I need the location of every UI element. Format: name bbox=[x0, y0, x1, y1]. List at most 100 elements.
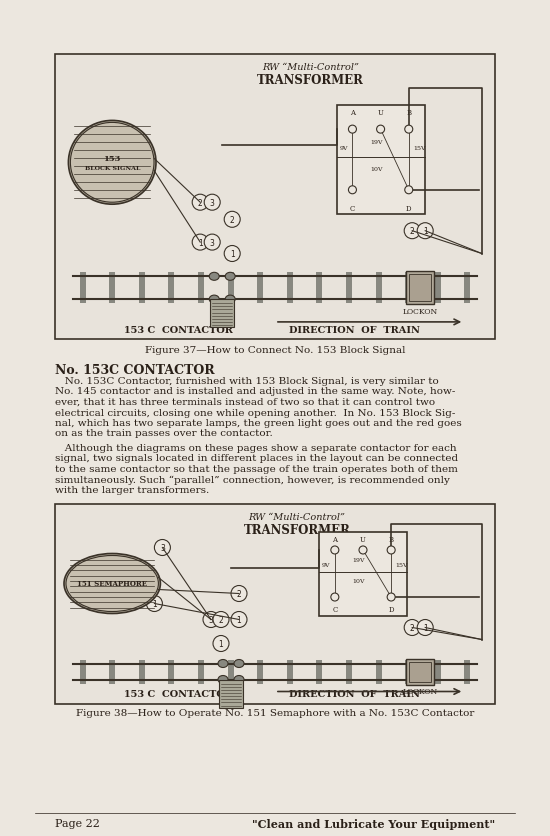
Bar bbox=[435, 273, 441, 303]
Text: 2: 2 bbox=[198, 198, 202, 207]
Bar bbox=[406, 659, 434, 685]
Bar bbox=[109, 273, 115, 303]
Text: 1: 1 bbox=[236, 615, 241, 624]
Circle shape bbox=[349, 186, 356, 195]
Bar bbox=[435, 660, 441, 684]
Text: U: U bbox=[378, 110, 383, 117]
Circle shape bbox=[204, 195, 220, 211]
Text: D: D bbox=[406, 204, 411, 212]
Bar bbox=[168, 660, 174, 684]
Text: simultaneously. Such “parallel” connection, however, is recommended only: simultaneously. Such “parallel” connecti… bbox=[55, 475, 450, 484]
Text: electrical circuits, closing one while opening another.  In No. 153 Block Sig-: electrical circuits, closing one while o… bbox=[55, 408, 455, 417]
Text: RW “Multi-Control”: RW “Multi-Control” bbox=[249, 512, 345, 521]
Text: B: B bbox=[406, 110, 411, 117]
Text: 153: 153 bbox=[103, 155, 121, 163]
Bar bbox=[257, 273, 263, 303]
Bar bbox=[139, 273, 145, 303]
Text: 19V: 19V bbox=[370, 140, 383, 145]
Text: C: C bbox=[332, 606, 338, 614]
Text: 2: 2 bbox=[236, 589, 241, 599]
Text: 3: 3 bbox=[210, 238, 215, 247]
Circle shape bbox=[417, 619, 433, 635]
Bar bbox=[228, 273, 234, 303]
Text: No. 153C CONTACTOR: No. 153C CONTACTOR bbox=[55, 364, 215, 376]
Circle shape bbox=[387, 547, 395, 554]
Bar bbox=[406, 272, 434, 305]
Text: 10V: 10V bbox=[353, 579, 365, 584]
Text: 1: 1 bbox=[152, 599, 157, 609]
Bar bbox=[80, 273, 86, 303]
Text: to the same contactor so that the passage of the train operates both of them: to the same contactor so that the passag… bbox=[55, 465, 458, 473]
Text: 3: 3 bbox=[160, 543, 165, 553]
Ellipse shape bbox=[209, 273, 219, 281]
Text: "Clean and Lubricate Your Equipment": "Clean and Lubricate Your Equipment" bbox=[252, 818, 495, 829]
Text: 1: 1 bbox=[423, 227, 427, 236]
Bar bbox=[405, 273, 411, 303]
Circle shape bbox=[224, 247, 240, 263]
Circle shape bbox=[359, 547, 367, 554]
Bar bbox=[409, 275, 431, 302]
Circle shape bbox=[224, 212, 240, 228]
Bar bbox=[464, 660, 470, 684]
Circle shape bbox=[387, 594, 395, 601]
Circle shape bbox=[203, 612, 219, 628]
Ellipse shape bbox=[234, 675, 244, 684]
Circle shape bbox=[192, 195, 208, 211]
Ellipse shape bbox=[66, 556, 158, 612]
Text: A: A bbox=[350, 110, 355, 117]
Circle shape bbox=[146, 596, 162, 612]
Circle shape bbox=[331, 594, 339, 601]
Text: Page 22: Page 22 bbox=[55, 818, 100, 828]
Text: U: U bbox=[360, 535, 366, 543]
Ellipse shape bbox=[70, 123, 154, 203]
Bar bbox=[80, 660, 86, 684]
Text: RW “Multi-Control”: RW “Multi-Control” bbox=[262, 63, 359, 72]
Bar bbox=[257, 660, 263, 684]
Text: 153 C  CONTACTOR: 153 C CONTACTOR bbox=[124, 325, 233, 334]
Text: ever, that it has three terminals instead of two so that it can control two: ever, that it has three terminals instea… bbox=[55, 398, 435, 406]
Text: 9V: 9V bbox=[339, 145, 348, 150]
Text: 153 C  CONTACTOR: 153 C CONTACTOR bbox=[124, 690, 233, 699]
Text: No. 145 contactor and is installed and adjusted in the same way. Note, how-: No. 145 contactor and is installed and a… bbox=[55, 387, 455, 396]
Text: LOCKON: LOCKON bbox=[403, 688, 438, 696]
Ellipse shape bbox=[218, 675, 228, 684]
Text: DIRECTION  OF  TRAIN: DIRECTION OF TRAIN bbox=[289, 690, 420, 699]
Circle shape bbox=[192, 235, 208, 251]
Ellipse shape bbox=[68, 121, 156, 205]
Bar bbox=[198, 273, 204, 303]
Bar bbox=[346, 273, 352, 303]
Bar bbox=[464, 273, 470, 303]
Text: 2: 2 bbox=[410, 227, 415, 236]
Bar bbox=[109, 660, 115, 684]
Text: TRANSFORMER: TRANSFORMER bbox=[257, 74, 364, 87]
Text: TRANSFORMER: TRANSFORMER bbox=[244, 522, 350, 536]
Ellipse shape bbox=[234, 660, 244, 668]
Text: 2: 2 bbox=[219, 615, 223, 624]
Bar bbox=[405, 660, 411, 684]
Text: Although the diagrams on these pages show a separate contactor for each: Although the diagrams on these pages sho… bbox=[55, 443, 456, 452]
Text: 1: 1 bbox=[230, 250, 234, 258]
Text: on as the train passes over the contactor.: on as the train passes over the contacto… bbox=[55, 429, 273, 438]
Circle shape bbox=[417, 223, 433, 239]
Text: 1: 1 bbox=[219, 640, 223, 648]
Ellipse shape bbox=[218, 660, 228, 668]
Circle shape bbox=[231, 612, 247, 628]
Text: No. 153C Contactor, furnished with 153 Block Signal, is very similar to: No. 153C Contactor, furnished with 153 B… bbox=[55, 376, 439, 385]
Bar bbox=[55, 504, 495, 704]
Bar bbox=[139, 660, 145, 684]
Bar bbox=[198, 660, 204, 684]
Bar bbox=[287, 660, 293, 684]
Text: 15V: 15V bbox=[413, 145, 426, 150]
Text: C: C bbox=[350, 204, 355, 212]
Circle shape bbox=[405, 126, 412, 134]
Circle shape bbox=[404, 223, 420, 239]
Bar bbox=[55, 55, 495, 339]
Bar bbox=[316, 660, 322, 684]
Circle shape bbox=[155, 540, 170, 556]
Bar bbox=[219, 680, 243, 707]
Text: 15V: 15V bbox=[395, 562, 408, 567]
Text: LOCKON: LOCKON bbox=[403, 308, 438, 316]
Text: BLOCK SIGNAL: BLOCK SIGNAL bbox=[85, 166, 140, 171]
Bar bbox=[228, 660, 234, 684]
Text: 3: 3 bbox=[210, 198, 215, 207]
